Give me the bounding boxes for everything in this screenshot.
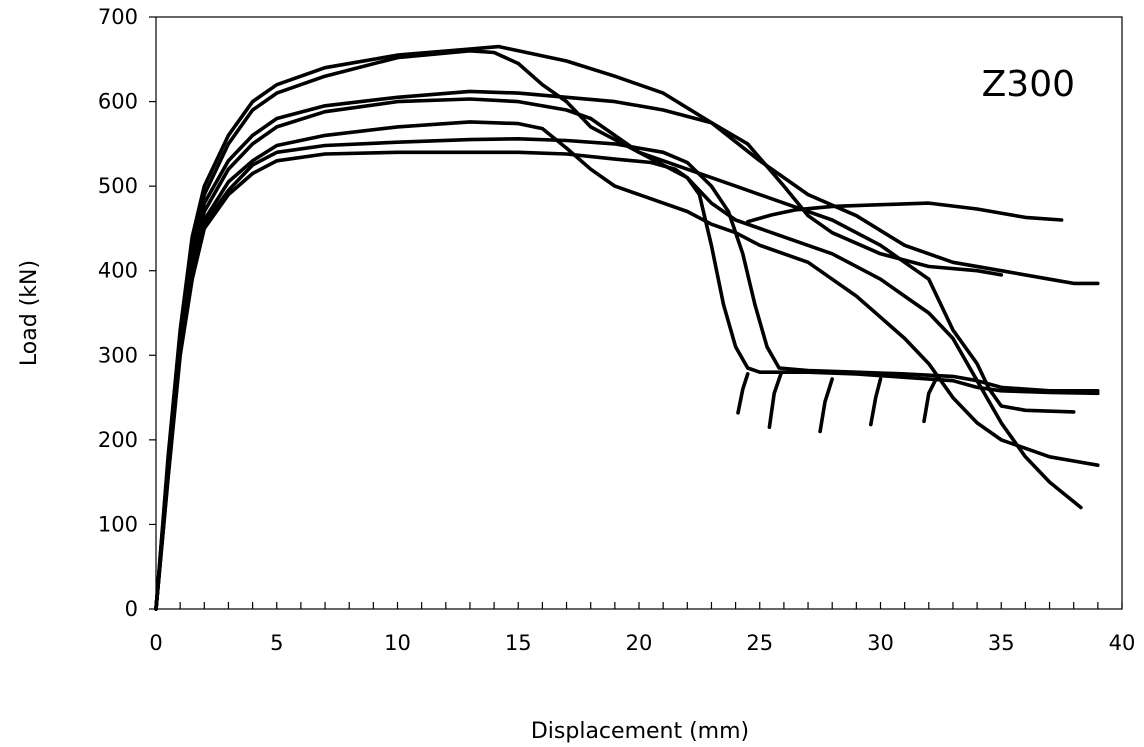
y-tick-label: 400 bbox=[98, 259, 138, 283]
y-tick-label: 500 bbox=[98, 174, 138, 198]
y-axis-title: Load (kN) bbox=[17, 260, 42, 366]
annotation-label: Z300 bbox=[982, 64, 1075, 105]
series-line-12 bbox=[922, 377, 938, 424]
y-tick-label: 600 bbox=[98, 90, 138, 114]
series-line-1 bbox=[154, 44, 1100, 611]
series-line-11 bbox=[869, 377, 883, 427]
x-tick-label: 35 bbox=[988, 631, 1015, 655]
y-tick-label: 300 bbox=[98, 343, 138, 367]
series-line-7 bbox=[154, 137, 1100, 611]
series-line-9 bbox=[767, 370, 784, 429]
y-tick-label: 200 bbox=[98, 428, 138, 452]
series-layer bbox=[154, 44, 1100, 611]
x-tick-label: 15 bbox=[505, 631, 532, 655]
series-line-4 bbox=[154, 97, 1083, 611]
y-tick-label: 0 bbox=[125, 597, 138, 621]
series-line-13 bbox=[745, 201, 1064, 224]
x-axis-title: Displacement (mm) bbox=[531, 719, 749, 744]
y-tick-label: 700 bbox=[98, 5, 138, 29]
series-line-8 bbox=[736, 372, 750, 415]
x-tick-label: 5 bbox=[270, 631, 283, 655]
series-line-10 bbox=[818, 377, 834, 434]
x-tick-label: 20 bbox=[626, 631, 653, 655]
axes-layer: 0 100 200 300 400 500 600 700 0 5 10 15 20 25 30 35 40 bbox=[98, 5, 1135, 655]
series-line-3 bbox=[154, 89, 1004, 611]
x-tick-label: 40 bbox=[1109, 631, 1136, 655]
x-tick-label: 0 bbox=[149, 631, 162, 655]
x-tick-label: 10 bbox=[384, 631, 411, 655]
y-tick-label: 100 bbox=[98, 512, 138, 536]
x-tick-label: 30 bbox=[867, 631, 894, 655]
series-line-6 bbox=[154, 150, 1100, 611]
x-tick-label: 25 bbox=[746, 631, 773, 655]
series-line-5 bbox=[154, 120, 1100, 611]
